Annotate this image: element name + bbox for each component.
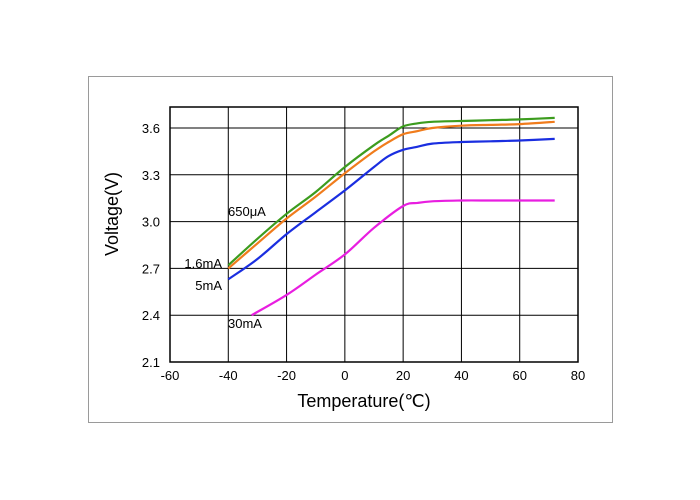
series-line-3	[251, 199, 555, 317]
x-tick-labels: -60 -40 -20 0 20 40 60 80	[161, 368, 586, 383]
x-tick-label: -40	[219, 368, 238, 383]
x-axis-title: Temperature(℃)	[297, 391, 430, 411]
series-label: 1.6mA	[184, 256, 222, 271]
y-tick-label: 2.4	[142, 308, 160, 323]
x-tick-label: -20	[277, 368, 296, 383]
series-line-1	[227, 120, 555, 270]
series-label: 5mA	[195, 278, 222, 293]
x-tick-label: -60	[161, 368, 180, 383]
x-tick-label: 0	[341, 368, 348, 383]
y-tick-label: 3.3	[142, 168, 160, 183]
series-label: 650μA	[228, 204, 266, 219]
plot-border	[169, 106, 579, 363]
y-tick-label: 2.1	[142, 355, 160, 370]
y-tick-labels: 2.1 2.4 2.7 3.0 3.3 3.6	[142, 121, 160, 370]
x-tick-label: 80	[571, 368, 585, 383]
x-tick-label: 60	[512, 368, 526, 383]
y-tick-label: 2.7	[142, 261, 160, 276]
y-tick-label: 3.0	[142, 215, 160, 230]
x-tick-label: 40	[454, 368, 468, 383]
series-line-2	[227, 137, 555, 281]
series-label: 30mA	[228, 316, 262, 331]
series-labels: 650μA 1.6mA 5mA 30mA	[184, 204, 266, 331]
y-tick-label: 3.6	[142, 121, 160, 136]
series-lines	[227, 116, 555, 317]
y-axis-title: Voltage(V)	[102, 172, 122, 256]
chart-frame	[88, 76, 613, 423]
x-tick-label: 20	[396, 368, 410, 383]
series-line-0	[227, 116, 555, 267]
